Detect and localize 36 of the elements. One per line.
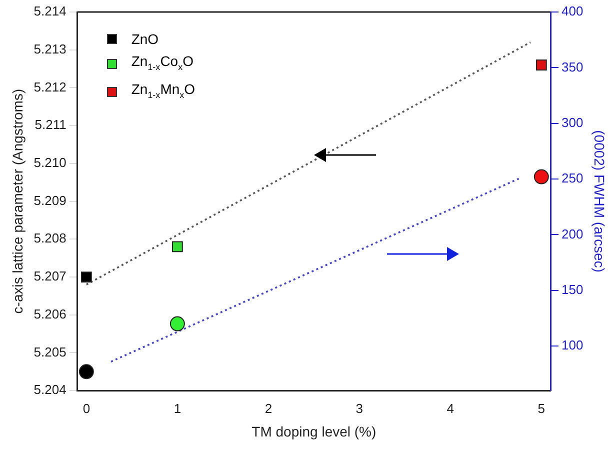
point [80,272,92,282]
y2-tick-label: 150 [562,282,584,297]
y-tick-label: 5.210 [34,155,66,170]
y-tick-label: 5.206 [34,306,66,322]
y2-tick-label: 200 [562,226,584,242]
point [78,364,94,380]
legend-label: ZnO [131,30,159,49]
point [170,316,185,332]
y-tick-label: 5.209 [34,192,66,208]
y2-tick-label: 250 [562,170,584,186]
y-tick-label: 5.204 [34,382,66,398]
x-tick-label: 5 [538,400,546,416]
y2-tick-label: 400 [562,4,584,19]
x-tick-label: 2 [264,400,272,416]
x-tick-label: 4 [446,400,454,416]
x-tick-label: 3 [356,400,364,416]
y-tick-label: 5.214 [34,4,66,19]
x-tick-label: 0 [82,400,90,416]
y-tick-label: 5.212 [34,79,66,94]
y-tick-label: 5.213 [34,41,66,56]
y-tick-label: 5.205 [34,344,66,360]
legend-label: Zn$_{1-x}$Mn$_{x}$O [131,80,196,102]
y-axis-title: c-axis lattice parameter (Angstroms) [9,88,26,314]
y-tick-label: 5.208 [34,230,66,246]
y2-axis-title: (0002) FWHM (arcsec) [592,130,608,272]
y-tick-label: 5.211 [34,117,66,132]
x-axis-title: TM doping level (%) [252,423,376,440]
y-tick-label: 5.207 [34,268,66,284]
point [536,60,547,70]
legend-label: Zn$_{1-x}$Co$_{x}$O [131,52,194,74]
y2-tick-label: 350 [562,59,584,74]
point [534,169,549,184]
point [172,241,183,252]
y2-tick-label: 100 [562,338,584,353]
y2-tick-label: 300 [562,114,584,130]
x-tick-label: 1 [174,400,182,416]
